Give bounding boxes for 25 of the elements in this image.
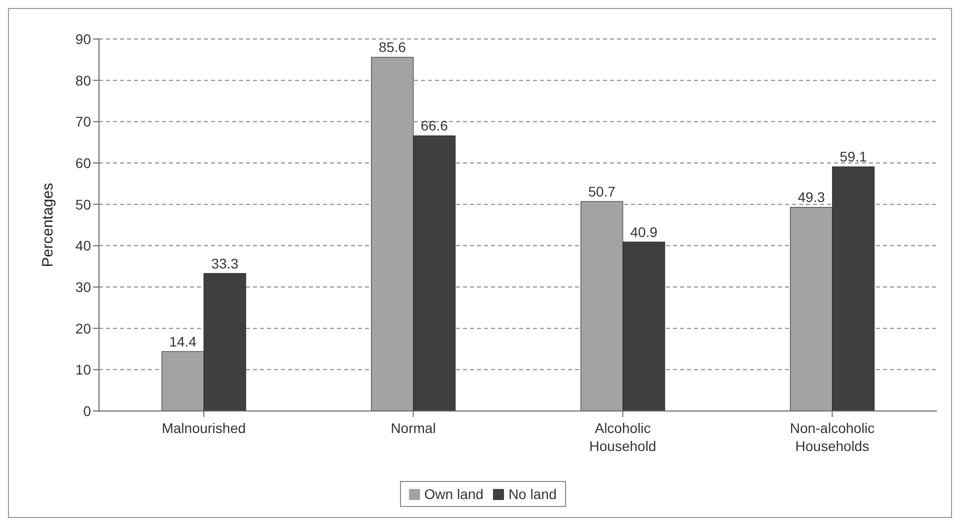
x-tick-label: Malnourished bbox=[162, 420, 246, 436]
data-label: 59.1 bbox=[840, 148, 868, 165]
y-axis-title: Percentages bbox=[39, 182, 56, 268]
data-label: 33.3 bbox=[211, 255, 239, 272]
y-tick-label: 20 bbox=[75, 320, 92, 336]
data-label: 50.7 bbox=[588, 183, 616, 200]
data-label: 66.6 bbox=[420, 118, 448, 134]
x-tick-label: Normal bbox=[390, 420, 436, 436]
y-tick-label: 80 bbox=[75, 72, 92, 88]
x-tick-label: Alcoholic Household bbox=[589, 420, 656, 454]
y-tick-label: 60 bbox=[75, 154, 92, 171]
data-label: 40.9 bbox=[630, 224, 658, 240]
data-label: 85.6 bbox=[378, 39, 406, 56]
y-tick-label: 10 bbox=[75, 362, 92, 378]
data-label: 49.3 bbox=[798, 189, 826, 206]
y-tick-label: 50 bbox=[75, 196, 92, 212]
y-tick-label: 70 bbox=[75, 114, 92, 130]
y-tick-label: 30 bbox=[75, 278, 92, 295]
legend-label: Own land bbox=[424, 486, 484, 502]
data-label: 14.4 bbox=[169, 333, 197, 350]
legend-label: No land bbox=[508, 486, 557, 502]
y-tick-label: 90 bbox=[75, 30, 92, 47]
x-tick-label: Non-alcoholic Households bbox=[790, 420, 875, 454]
y-tick-label: 40 bbox=[75, 238, 92, 254]
y-tick-label: 0 bbox=[83, 402, 92, 419]
